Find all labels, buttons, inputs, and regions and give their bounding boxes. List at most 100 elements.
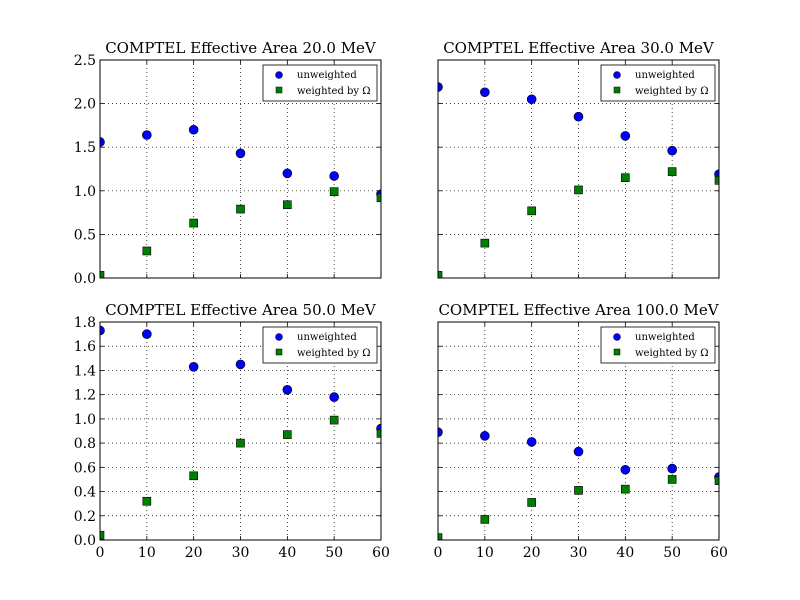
y-tick-label: 0.4	[74, 485, 96, 501]
x-tick-label: 50	[325, 545, 343, 561]
weighted-point	[480, 238, 490, 248]
legend-marker-unweighted	[613, 333, 621, 341]
legend-label-weighted: weighted by Ω	[635, 86, 709, 97]
legend-marker-weighted	[275, 348, 283, 356]
unweighted-point	[235, 148, 246, 159]
unweighted-point	[282, 168, 293, 179]
weighted-point	[480, 515, 490, 524]
legend-marker-weighted	[275, 86, 283, 94]
y-tick-label: 1.2	[74, 388, 96, 404]
y-tick-label: 1.5	[74, 140, 96, 156]
weighted-point	[236, 438, 245, 448]
axes-frame	[437, 321, 720, 541]
unweighted-point	[100, 137, 105, 147]
legend-marker-weighted	[613, 348, 621, 356]
unweighted-point	[188, 124, 199, 135]
y-tick-label: 0.8	[74, 436, 96, 452]
y-tick-label: 0.2	[74, 509, 96, 525]
y-tick-label: 1.8	[74, 315, 96, 331]
data-points	[100, 124, 381, 278]
x-tick-label: 50	[663, 545, 681, 561]
weighted-point	[100, 530, 105, 540]
axes-frame	[99, 321, 382, 541]
unweighted-point	[526, 94, 537, 105]
y-tick-label: 0.0	[74, 533, 96, 549]
y-tick-label: 1.0	[74, 184, 96, 200]
weighted-point	[283, 200, 292, 210]
subplot-3: 0 10 20 30 40 50 60 0.0 0.2 0.4 0.6 0.8 1.0 1.2 1.4 1.6…	[74, 301, 390, 561]
unweighted-point	[438, 82, 443, 92]
legend-marker-unweighted	[275, 71, 283, 79]
legend-marker-weighted	[613, 86, 621, 94]
weighted-point	[236, 204, 245, 214]
weighted-point	[621, 484, 630, 494]
x-tick-label: 20	[185, 545, 203, 561]
x-tick-label: 60	[372, 545, 390, 561]
x-tick-label: 40	[278, 545, 296, 561]
unweighted-point	[620, 131, 631, 141]
unweighted-point	[438, 427, 443, 438]
subplot-title: COMPTEL Effective Area 100.0 MeV	[438, 301, 719, 319]
x-tick-label: 60	[710, 545, 728, 561]
axes-frame	[437, 59, 720, 279]
unweighted-point	[142, 130, 152, 140]
axes-frame	[99, 59, 382, 279]
weighted-point	[667, 167, 677, 176]
weighted-point	[438, 533, 443, 540]
y-tick-label: 0.5	[74, 227, 96, 243]
legend-label-unweighted: unweighted	[297, 70, 357, 81]
unweighted-point	[282, 385, 293, 395]
legend-box	[600, 64, 716, 102]
subplot-title: COMPTEL Effective Area 30.0 MeV	[443, 39, 715, 57]
x-tick-label: 0	[96, 545, 105, 561]
legend: unweighted weighted by Ω	[262, 64, 378, 102]
x-tick-label: 40	[616, 545, 634, 561]
legend-box	[600, 326, 716, 364]
y-tick-label: 2.5	[74, 53, 96, 69]
unweighted-point	[100, 325, 105, 336]
weighted-point	[376, 193, 381, 203]
weighted-point	[438, 271, 443, 278]
subplot-title: COMPTEL Effective Area 20.0 MeV	[105, 39, 377, 57]
unweighted-point	[620, 464, 631, 475]
weighted-point	[667, 475, 677, 484]
unweighted-point	[329, 171, 339, 181]
weighted-point	[189, 471, 198, 481]
y-tick-label: 2.0	[74, 97, 96, 113]
legend-label-weighted: weighted by Ω	[297, 348, 371, 359]
weighted-point	[329, 415, 339, 425]
legend-marker-unweighted	[275, 333, 283, 341]
weighted-point	[714, 476, 719, 485]
subplot-1: 0.0 0.5 1.0 1.5 2.0 2.5 COMPTEL Effective Area…	[74, 39, 382, 287]
legend: unweighted weighted by Ω	[262, 326, 378, 364]
weighted-point	[574, 185, 583, 195]
y-tick-label: 1.0	[74, 412, 96, 428]
legend-marker-unweighted	[613, 71, 621, 79]
legend: unweighted weighted by Ω	[600, 326, 716, 364]
x-tick-label: 10	[138, 545, 156, 561]
subplot-title: COMPTEL Effective Area 50.0 MeV	[105, 301, 377, 319]
unweighted-point	[480, 87, 490, 98]
unweighted-point	[526, 437, 537, 447]
unweighted-point	[573, 111, 584, 122]
unweighted-point	[329, 392, 339, 402]
legend-box	[262, 326, 378, 364]
legend-label-unweighted: unweighted	[635, 332, 695, 343]
weighted-point	[283, 430, 292, 439]
data-points	[100, 325, 381, 540]
weighted-point	[376, 429, 381, 438]
x-tick-label: 0	[434, 545, 443, 561]
subplot-2: COMPTEL Effective Area 30.0 MeV unweighte…	[437, 39, 720, 279]
x-tick-label: 30	[570, 545, 588, 561]
legend-box	[262, 64, 378, 102]
legend-label-weighted: weighted by Ω	[297, 86, 371, 97]
unweighted-point	[667, 463, 677, 474]
legend-label-weighted: weighted by Ω	[635, 348, 709, 359]
x-tick-label: 20	[523, 545, 541, 561]
weighted-point	[142, 496, 152, 506]
legend: unweighted weighted by Ω	[600, 64, 716, 102]
subplot-4: 0 10 20 30 40 50 60 COMPTEL Effective Area 100.…	[434, 301, 728, 561]
weighted-point	[189, 218, 198, 228]
data-points	[438, 82, 719, 278]
